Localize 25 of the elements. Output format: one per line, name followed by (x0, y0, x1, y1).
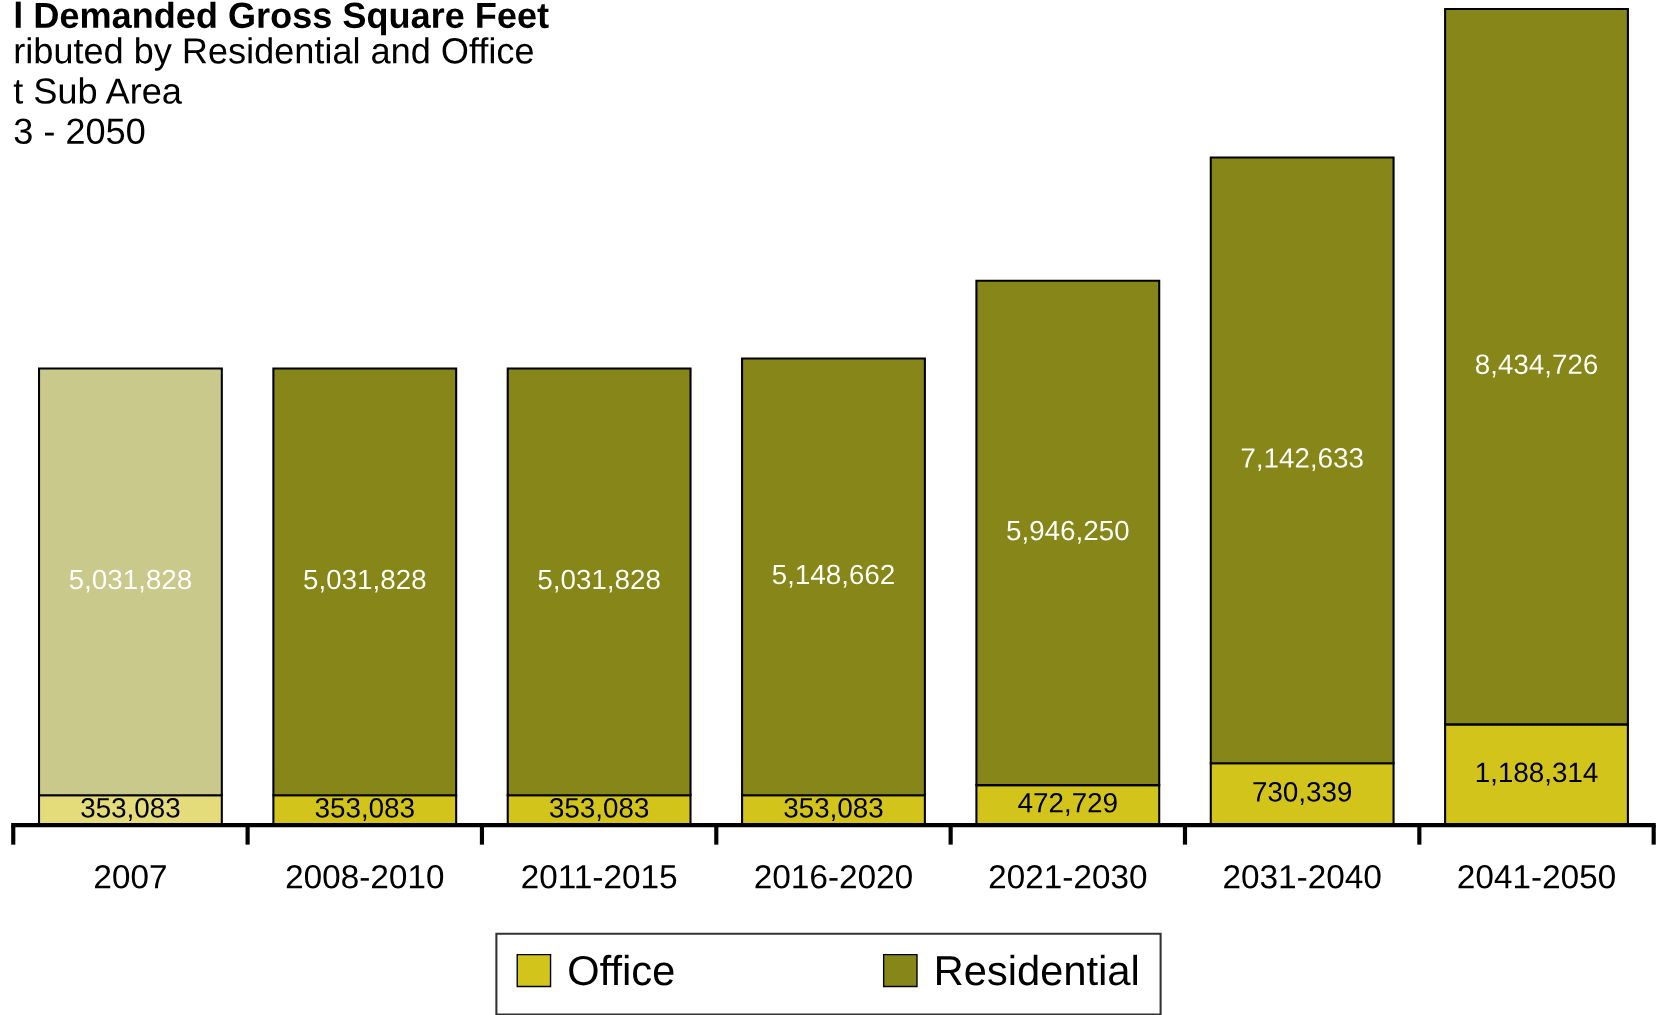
x-tick-label: 2041-2050 (1458, 864, 1615, 889)
data-label: 7,142,633 (1241, 448, 1363, 472)
data-label: 5,031,828 (304, 569, 426, 593)
data-label: 5,148,662 (772, 564, 894, 588)
data-label: 353,083 (784, 798, 883, 821)
data-label: 8,434,726 (1475, 354, 1598, 378)
x-tick-label: 2008-2010 (286, 864, 444, 889)
data-label: 5,031,828 (69, 569, 192, 593)
x-tick-label: 2021-2030 (989, 864, 1147, 889)
data-label: 353,083 (315, 798, 414, 821)
data-label: 353,083 (549, 798, 649, 821)
x-tick-label: 2011-2015 (522, 864, 677, 889)
data-label: 1,188,314 (1476, 762, 1598, 786)
data-label: 5,031,828 (538, 569, 660, 593)
x-tick-label: 2031-2040 (1224, 864, 1381, 889)
x-tick-label: 2007 (95, 864, 166, 889)
text: ributed by Residential and Office t Sub Area 3 - 2050 (13, 37, 533, 145)
x-tick-label: 2016-2020 (755, 864, 912, 889)
legend-label: Office (569, 954, 674, 986)
data-label: 472,729 (1018, 792, 1117, 816)
data-label: 353,083 (81, 798, 180, 821)
data-label: 5,946,250 (1007, 520, 1129, 544)
legend-label: Residential (937, 954, 1137, 986)
chart-title: l Demanded Gross Square Feet (15, 1, 549, 36)
data-label: 730,339 (1253, 782, 1352, 805)
